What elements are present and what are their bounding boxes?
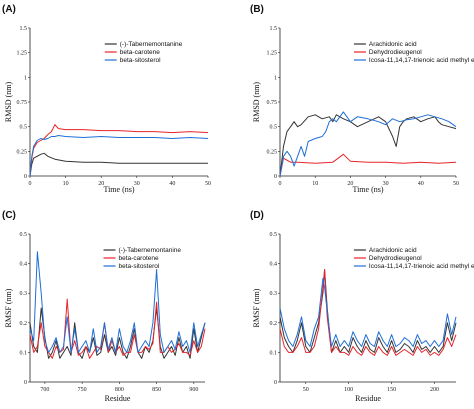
x-tick-label: 50 bbox=[303, 387, 309, 393]
panel-label: (D) bbox=[250, 210, 264, 221]
x-axis-title: Residue bbox=[355, 394, 381, 403]
series-line-1 bbox=[29, 152, 208, 177]
x-tick-label: 900 bbox=[189, 387, 198, 393]
y-tick-label: 0.4 bbox=[20, 262, 28, 268]
x-tick-label: 200 bbox=[430, 387, 439, 393]
series-line-3 bbox=[279, 277, 457, 347]
y-tick-label: 0.25 bbox=[17, 149, 28, 155]
x-tick-label: 150 bbox=[387, 387, 396, 393]
x-axis-title: Time (ns) bbox=[352, 185, 383, 194]
y-axis-title: RMSF (nm) bbox=[252, 288, 261, 327]
x-tick-label: 700 bbox=[40, 387, 49, 393]
y-tick-label: 1 bbox=[24, 75, 27, 81]
chart-panel-4: (D) 0 0.1 0.2 0.3 0.4 0.5 50 100 150 200 Residue RMS… bbox=[250, 210, 474, 403]
y-tick-label: 0.5 bbox=[270, 125, 278, 131]
x-tick-label: 100 bbox=[344, 387, 353, 393]
y-tick-label: 0.75 bbox=[17, 100, 28, 106]
series-line-2 bbox=[279, 153, 457, 177]
panel-label: (B) bbox=[250, 4, 264, 15]
x-tick-label: 50 bbox=[453, 181, 459, 187]
legend-label: beta-carotene bbox=[119, 255, 159, 262]
series-line-2 bbox=[29, 124, 209, 177]
x-tick-label: 10 bbox=[312, 181, 318, 187]
y-tick-label: 0.5 bbox=[20, 125, 28, 131]
y-tick-label: 1 bbox=[274, 75, 277, 81]
legend-label: beta-carotene bbox=[120, 49, 160, 56]
chart-panel-3: (C) 0 0.1 0.2 0.3 0.4 0.5 700 750 800 850 900 Residu… bbox=[2, 210, 206, 403]
y-tick-label: 0.1 bbox=[20, 350, 28, 356]
series-line-3 bbox=[279, 111, 457, 177]
y-tick-label: 0 bbox=[274, 174, 277, 180]
y-tick-label: 0 bbox=[274, 380, 277, 386]
legend-label: (-)-Tabernemontanine bbox=[120, 41, 183, 48]
chart-panel-1: (A) 0 0.25 0.5 0.75 1 1.25 1.5 0 10 20 30 40 50 Time (… bbox=[2, 4, 211, 194]
x-tick-label: 10 bbox=[63, 181, 69, 187]
legend-label: Dehydrodieugenol bbox=[369, 255, 422, 262]
legend-label: beta-sitosterol bbox=[120, 57, 161, 64]
y-axis-title: RMSD (nm) bbox=[252, 82, 261, 123]
x-tick-label: 40 bbox=[418, 181, 424, 187]
y-tick-label: 0.5 bbox=[20, 232, 28, 238]
legend-label: (-)-Tabernemontanine bbox=[119, 247, 182, 254]
series-line-2 bbox=[279, 269, 457, 356]
y-axis-title: RMSD (nm) bbox=[4, 82, 13, 123]
legend-label: beta-sitosterol bbox=[119, 263, 160, 270]
x-tick-label: 40 bbox=[169, 181, 175, 187]
y-tick-label: 0.3 bbox=[20, 291, 28, 297]
series-line-1 bbox=[279, 114, 457, 177]
y-tick-label: 0.75 bbox=[267, 100, 278, 106]
legend-label: Arachidonic acid bbox=[369, 247, 417, 254]
x-tick-label: 750 bbox=[78, 387, 87, 393]
y-tick-label: 0.5 bbox=[270, 232, 278, 238]
legend-label: Icosa-11,14,17-trienoic acid methyl este… bbox=[369, 57, 474, 64]
chart-panel-2: (B) 0 0.25 0.5 0.75 1 1.25 1.5 0 10 20 30 40 50 Time (… bbox=[250, 4, 474, 194]
y-tick-label: 0.4 bbox=[270, 262, 278, 268]
y-tick-label: 0 bbox=[24, 174, 27, 180]
legend-label: Dehydrodieugenol bbox=[369, 49, 422, 56]
y-tick-label: 0.2 bbox=[270, 321, 278, 327]
x-tick-label: 30 bbox=[383, 181, 389, 187]
series-line-2 bbox=[29, 298, 206, 359]
x-axis-title: Residue bbox=[105, 394, 131, 403]
x-tick-label: 800 bbox=[115, 387, 124, 393]
x-tick-label: 50 bbox=[205, 181, 211, 187]
series-line-1 bbox=[29, 307, 206, 359]
y-tick-label: 0 bbox=[24, 380, 27, 386]
panel-label: (A) bbox=[2, 4, 16, 15]
y-tick-label: 0.3 bbox=[270, 291, 278, 297]
y-axis-title: RMSF (nm) bbox=[4, 288, 13, 327]
series-line-3 bbox=[29, 251, 206, 353]
x-tick-label: 30 bbox=[134, 181, 140, 187]
legend-label: Arachidonic acid bbox=[369, 41, 417, 48]
x-tick-label: 0 bbox=[29, 181, 32, 187]
y-tick-label: 1.25 bbox=[267, 51, 278, 57]
legend-label: Icosa-11,14,17-trienoic acid methyl este… bbox=[369, 263, 474, 270]
y-tick-label: 1.25 bbox=[17, 51, 28, 57]
x-tick-label: 20 bbox=[98, 181, 104, 187]
y-tick-label: 0.2 bbox=[20, 321, 28, 327]
x-tick-label: 0 bbox=[279, 181, 282, 187]
y-tick-label: 1.5 bbox=[20, 26, 28, 32]
x-tick-label: 850 bbox=[152, 387, 161, 393]
x-tick-label: 20 bbox=[347, 181, 353, 187]
y-tick-label: 0.1 bbox=[270, 350, 278, 356]
x-axis-title: Time (ns) bbox=[103, 185, 134, 194]
y-tick-label: 1.5 bbox=[270, 26, 278, 32]
series-line-3 bbox=[29, 135, 209, 177]
panel-label: (C) bbox=[2, 210, 16, 221]
y-tick-label: 0.25 bbox=[267, 149, 278, 155]
